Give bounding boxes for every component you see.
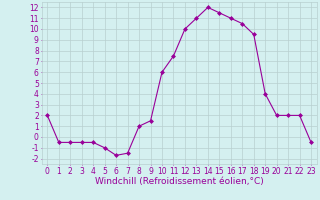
X-axis label: Windchill (Refroidissement éolien,°C): Windchill (Refroidissement éolien,°C)	[95, 177, 264, 186]
